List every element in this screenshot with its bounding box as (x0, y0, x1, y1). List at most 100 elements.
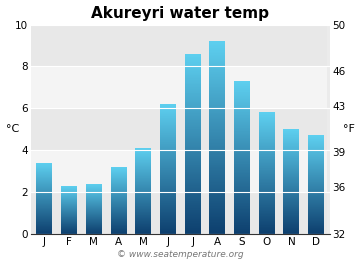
Bar (209, 86, 225, 87)
Bar (209, 178, 225, 179)
Bar (36, 218, 53, 219)
Bar (308, 198, 324, 199)
Bar (209, 120, 225, 121)
Bar (259, 175, 275, 176)
Bar (61, 204, 77, 205)
Bar (283, 139, 300, 140)
Bar (209, 67, 225, 68)
Bar (160, 124, 176, 125)
Bar (283, 231, 300, 232)
Bar (259, 204, 275, 205)
Bar (234, 197, 250, 198)
Bar (209, 88, 225, 89)
Bar (160, 174, 176, 175)
Bar (185, 74, 201, 75)
Bar (259, 220, 275, 221)
Bar (185, 124, 201, 125)
Bar (185, 176, 201, 177)
Bar (135, 206, 151, 207)
Bar (308, 209, 324, 210)
Bar (283, 143, 300, 144)
Bar (283, 141, 300, 142)
Bar (209, 156, 225, 157)
Bar (86, 218, 102, 219)
Bar (234, 87, 250, 88)
Bar (135, 208, 151, 209)
Bar (308, 141, 324, 142)
Bar (259, 168, 275, 169)
Bar (185, 162, 201, 163)
Bar (234, 202, 250, 203)
Bar (308, 198, 324, 199)
Bar (209, 173, 225, 174)
Bar (185, 75, 201, 76)
Bar (86, 214, 102, 215)
Bar (36, 208, 53, 209)
Bar (259, 187, 275, 188)
Bar (160, 148, 176, 149)
Bar (234, 135, 250, 136)
Bar (259, 143, 275, 144)
Bar (234, 97, 250, 98)
Bar (234, 85, 250, 86)
Bar (259, 181, 275, 182)
Bar (234, 143, 250, 144)
Bar (36, 191, 53, 192)
Bar (61, 229, 77, 230)
Bar (283, 182, 300, 183)
Bar (283, 132, 300, 133)
Bar (111, 173, 127, 174)
Bar (160, 147, 176, 148)
Bar (111, 180, 127, 181)
Bar (135, 214, 151, 215)
Bar (234, 175, 250, 176)
Bar (234, 147, 250, 148)
Bar (209, 94, 225, 95)
Bar (185, 175, 201, 176)
Bar (111, 172, 127, 173)
Bar (36, 164, 53, 165)
Bar (283, 147, 300, 148)
Bar (185, 164, 201, 165)
Bar (209, 106, 225, 107)
Bar (135, 156, 151, 157)
Bar (283, 213, 300, 214)
Bar (185, 180, 201, 181)
Bar (160, 173, 176, 174)
Bar (36, 230, 53, 231)
Bar (234, 129, 250, 130)
Bar (234, 130, 250, 131)
Bar (259, 221, 275, 222)
Bar (259, 141, 275, 142)
Bar (86, 191, 102, 192)
Bar (234, 195, 250, 196)
Bar (209, 125, 225, 126)
Bar (259, 132, 275, 133)
Bar (259, 182, 275, 183)
Bar (36, 175, 53, 176)
Bar (308, 218, 324, 219)
Bar (283, 193, 300, 194)
Bar (308, 216, 324, 217)
Bar (209, 210, 225, 211)
Bar (185, 233, 201, 234)
Bar (185, 168, 201, 169)
Bar (36, 228, 53, 229)
Bar (234, 84, 250, 85)
Bar (185, 67, 201, 68)
Bar (185, 82, 201, 83)
Bar (185, 101, 201, 102)
Title: Akureyri water temp: Akureyri water temp (91, 5, 269, 21)
Bar (185, 211, 201, 212)
Bar (308, 204, 324, 205)
Bar (160, 219, 176, 220)
Bar (209, 201, 225, 202)
Bar (259, 141, 275, 142)
Bar (209, 49, 225, 50)
Bar (283, 192, 300, 193)
Bar (259, 193, 275, 194)
Bar (185, 127, 201, 128)
Bar (185, 130, 201, 131)
Bar (36, 209, 53, 210)
Bar (61, 221, 77, 222)
